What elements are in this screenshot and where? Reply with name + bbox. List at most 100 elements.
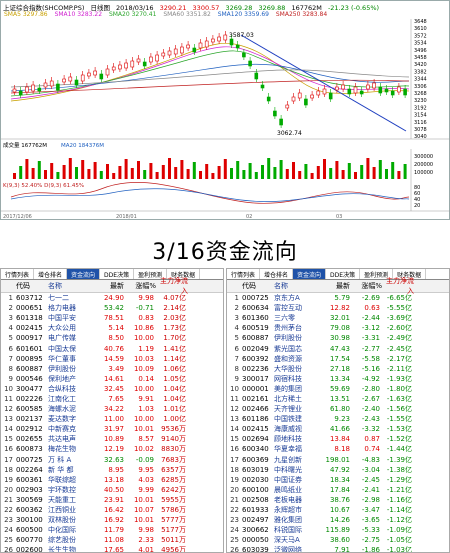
table-row[interactable]: 6 002049 紫光国芯 47.43 -2.77 -2.45亿 bbox=[227, 343, 449, 353]
table-cell: 10.67 bbox=[329, 506, 350, 515]
tab-1[interactable]: 增仓排名 bbox=[260, 269, 294, 279]
column-header[interactable]: 代码 bbox=[16, 282, 30, 290]
column-header[interactable]: 名称 bbox=[274, 282, 288, 290]
column-header[interactable]: 主力净流入 bbox=[386, 277, 414, 295]
tab-3[interactable]: DDE决策 bbox=[326, 269, 361, 279]
table-row[interactable]: 20 002903 宇环数控 40.50 9.99 6242万 bbox=[1, 485, 223, 495]
table-row[interactable]: 1 603712 七一二 24.90 9.98 4.07亿 bbox=[1, 293, 223, 303]
tab-0[interactable]: 行情列表 bbox=[227, 269, 261, 279]
table-cell: 伊利股份 bbox=[48, 364, 76, 373]
table-row[interactable]: 18 002264 新 华 都 8.95 9.95 6357万 bbox=[1, 465, 223, 475]
table-cell: -1.86 bbox=[361, 546, 380, 553]
table-cell: 600100 bbox=[242, 485, 269, 494]
table-row[interactable]: 1 000725 京东方A 5.79 -2.69 -6.65亿 bbox=[227, 293, 449, 303]
tab-5[interactable]: 财务数据 bbox=[167, 269, 201, 279]
table-row[interactable]: 17 600369 九星创新 198.01 -4.83 -1.39亿 bbox=[227, 455, 449, 465]
column-header[interactable]: 名称 bbox=[48, 282, 62, 290]
table-row[interactable]: 5 000917 电广传媒 8.50 10.00 1.70亿 bbox=[1, 333, 223, 343]
table-row[interactable]: 14 002415 海康威视 41.66 -3.32 -1.53亿 bbox=[227, 424, 449, 434]
table-cell: 8.18 bbox=[334, 445, 350, 454]
table-row[interactable]: 26 002600 长生生物 17.65 4.01 4956万 bbox=[1, 545, 223, 553]
table-row[interactable]: 20 600100 晨鸣纸业 17.84 -2.41 -1.21亿 bbox=[227, 485, 449, 495]
table-row[interactable]: 25 000050 深天马A 38.60 -2.75 -1.05亿 bbox=[227, 535, 449, 545]
tab-3[interactable]: DDE决策 bbox=[100, 269, 135, 279]
tab-2[interactable]: 资金流向 bbox=[67, 269, 101, 279]
tab-1[interactable]: 增仓排名 bbox=[34, 269, 68, 279]
table-row[interactable]: 25 600770 综艺股份 11.08 2.33 5011万 bbox=[1, 535, 223, 545]
volume-bar bbox=[31, 168, 35, 179]
table-row[interactable]: 2 000651 格力电器 53.42 -0.71 2.14亿 bbox=[1, 303, 223, 313]
table-row[interactable]: 21 300569 天能重工 23.91 10.01 5955万 bbox=[1, 495, 223, 505]
table-row[interactable]: 23 002497 雅化集团 14.26 -3.65 -1.12亿 bbox=[227, 515, 449, 525]
tab-5[interactable]: 财务数据 bbox=[393, 269, 427, 279]
table-row[interactable]: 5 600887 伊利股份 30.98 -3.31 -2.49亿 bbox=[227, 333, 449, 343]
tab-2[interactable]: 资金流向 bbox=[293, 269, 327, 279]
table-cell: -1.44亿 bbox=[386, 445, 412, 454]
table-row[interactable]: 26 603039 泛微网络 7.91 -1.86 -1.03亿 bbox=[227, 545, 449, 553]
table-row[interactable]: 11 002161 北方稀土 13.51 -2.67 -1.63亿 bbox=[227, 394, 449, 404]
table-cell: -5.16 bbox=[361, 364, 380, 373]
table-row[interactable]: 3 601318 中国平安 78.51 0.83 2.03亿 bbox=[1, 313, 223, 323]
table-cell: 12.82 bbox=[329, 304, 350, 313]
table-row[interactable]: 13 002137 麦达数字 11.00 10.00 1.00亿 bbox=[1, 414, 223, 424]
price-tick: 3496 bbox=[414, 48, 427, 54]
column-header[interactable]: 主力净流入 bbox=[160, 277, 188, 295]
table-row[interactable]: 3 601360 三六零 32.01 -2.44 -3.69亿 bbox=[227, 313, 449, 323]
table-row[interactable]: 16 600340 华夏幸福 8.18 0.74 -1.44亿 bbox=[227, 444, 449, 454]
table-row[interactable]: 7 600392 盛和资源 17.54 -5.58 -2.17亿 bbox=[227, 354, 449, 364]
candle bbox=[49, 80, 54, 87]
table-row[interactable]: 15 002694 顾地科技 13.84 0.87 -1.52亿 bbox=[227, 434, 449, 444]
table-row[interactable]: 22 600362 江西铜业 16.42 10.07 5786万 bbox=[1, 505, 223, 515]
table-row[interactable]: 18 603019 中科曙光 47.92 -3.04 -1.38亿 bbox=[227, 465, 449, 475]
table-cell: 21 bbox=[230, 495, 239, 504]
table-row[interactable]: 22 601933 永辉超市 10.67 -3.47 -1.14亿 bbox=[227, 505, 449, 515]
volume-bar bbox=[347, 163, 351, 179]
table-cell: 1.03 bbox=[138, 405, 154, 414]
candle bbox=[124, 62, 128, 69]
table-row[interactable]: 12 002466 天齐锂业 61.80 -2.40 -1.56亿 bbox=[227, 404, 449, 414]
table-row[interactable]: 12 600585 海螺水泥 34.22 1.03 1.01亿 bbox=[1, 404, 223, 414]
table-row[interactable]: 8 600887 伊利股份 3.49 10.09 1.06亿 bbox=[1, 364, 223, 374]
table-row[interactable]: 9 000546 保利地产 14.61 0.14 1.05亿 bbox=[1, 374, 223, 384]
table-row[interactable]: 23 300100 双林股份 16.92 10.01 5777万 bbox=[1, 515, 223, 525]
table-row[interactable]: 8 002236 大华股份 27.18 -5.16 -2.11亿 bbox=[227, 364, 449, 374]
table-cell: 23.91 bbox=[103, 495, 124, 504]
column-header[interactable]: 涨幅% bbox=[135, 282, 156, 290]
table-row[interactable]: 24 300662 科锐国际 115.89 -5.33 -1.09亿 bbox=[227, 525, 449, 535]
table-cell: 1.73亿 bbox=[163, 324, 186, 333]
table-row[interactable]: 13 601186 中国铁建 9.23 -2.43 -1.55亿 bbox=[227, 414, 449, 424]
table-row[interactable]: 4 600519 贵州茅台 79.08 -3.12 -2.60亿 bbox=[227, 323, 449, 333]
table-cell: 61.80 bbox=[329, 405, 350, 414]
table-row[interactable]: 16 600873 梅花生物 12.19 10.02 8830万 bbox=[1, 444, 223, 454]
column-header[interactable]: 最新 bbox=[110, 282, 124, 290]
column-header[interactable]: 最新 bbox=[336, 282, 350, 290]
table-cell: 600634 bbox=[242, 304, 269, 313]
table-cell: 中科曙光 bbox=[274, 465, 302, 474]
table-row[interactable]: 17 000725 万 科 A 32.63 -0.09 7683万 bbox=[1, 455, 223, 465]
tab-4[interactable]: 盈利预测 bbox=[134, 269, 168, 279]
tab-0[interactable]: 行情列表 bbox=[1, 269, 35, 279]
table-cell: 10.03 bbox=[133, 354, 154, 363]
table-row[interactable]: 9 300017 网宿科技 13.34 -4.92 -1.93亿 bbox=[227, 374, 449, 384]
table-row[interactable]: 2 600634 富控互动 12.82 0.63 -5.55亿 bbox=[227, 303, 449, 313]
table-cell: 江西铜业 bbox=[48, 506, 76, 515]
table-cell: 17.65 bbox=[103, 546, 124, 553]
table-row[interactable]: 21 002508 老板电器 38.76 -2.98 -1.16亿 bbox=[227, 495, 449, 505]
table-row[interactable]: 10 300477 合纵科技 32.45 10.00 1.04亿 bbox=[1, 384, 223, 394]
table-row[interactable]: 19 002030 中国证券 18.34 -2.45 -1.29亿 bbox=[227, 475, 449, 485]
table-row[interactable]: 4 002415 大众公用 5.14 10.86 1.73亿 bbox=[1, 323, 223, 333]
table-row[interactable]: 7 000895 华仁董事 14.59 10.03 1.14亿 bbox=[1, 354, 223, 364]
tab-4[interactable]: 盈利预测 bbox=[360, 269, 394, 279]
table-row[interactable]: 24 600500 中化国际 11.79 9.98 5177万 bbox=[1, 525, 223, 535]
table-row[interactable]: 6 601601 中国太保 40.76 1.19 1.41亿 bbox=[1, 343, 223, 353]
table-cell: 4 bbox=[8, 324, 13, 333]
column-header[interactable]: 代码 bbox=[242, 282, 256, 290]
table-row[interactable]: 19 600361 华联综超 13.18 4.03 6285万 bbox=[1, 475, 223, 485]
table-cell: 23 bbox=[230, 516, 239, 525]
table-row[interactable]: 10 000001 美的集团 59.69 -2.80 -1.80亿 bbox=[227, 384, 449, 394]
column-header[interactable]: 涨幅% bbox=[361, 282, 382, 290]
price-tick: 3610 bbox=[414, 26, 427, 32]
table-row[interactable]: 15 002655 共达电声 10.89 8.57 9140万 bbox=[1, 434, 223, 444]
table-row[interactable]: 11 002226 江南化工 7.65 9.91 1.04亿 bbox=[1, 394, 223, 404]
table-row[interactable]: 14 002912 中新赛克 31.97 10.01 9536万 bbox=[1, 424, 223, 434]
